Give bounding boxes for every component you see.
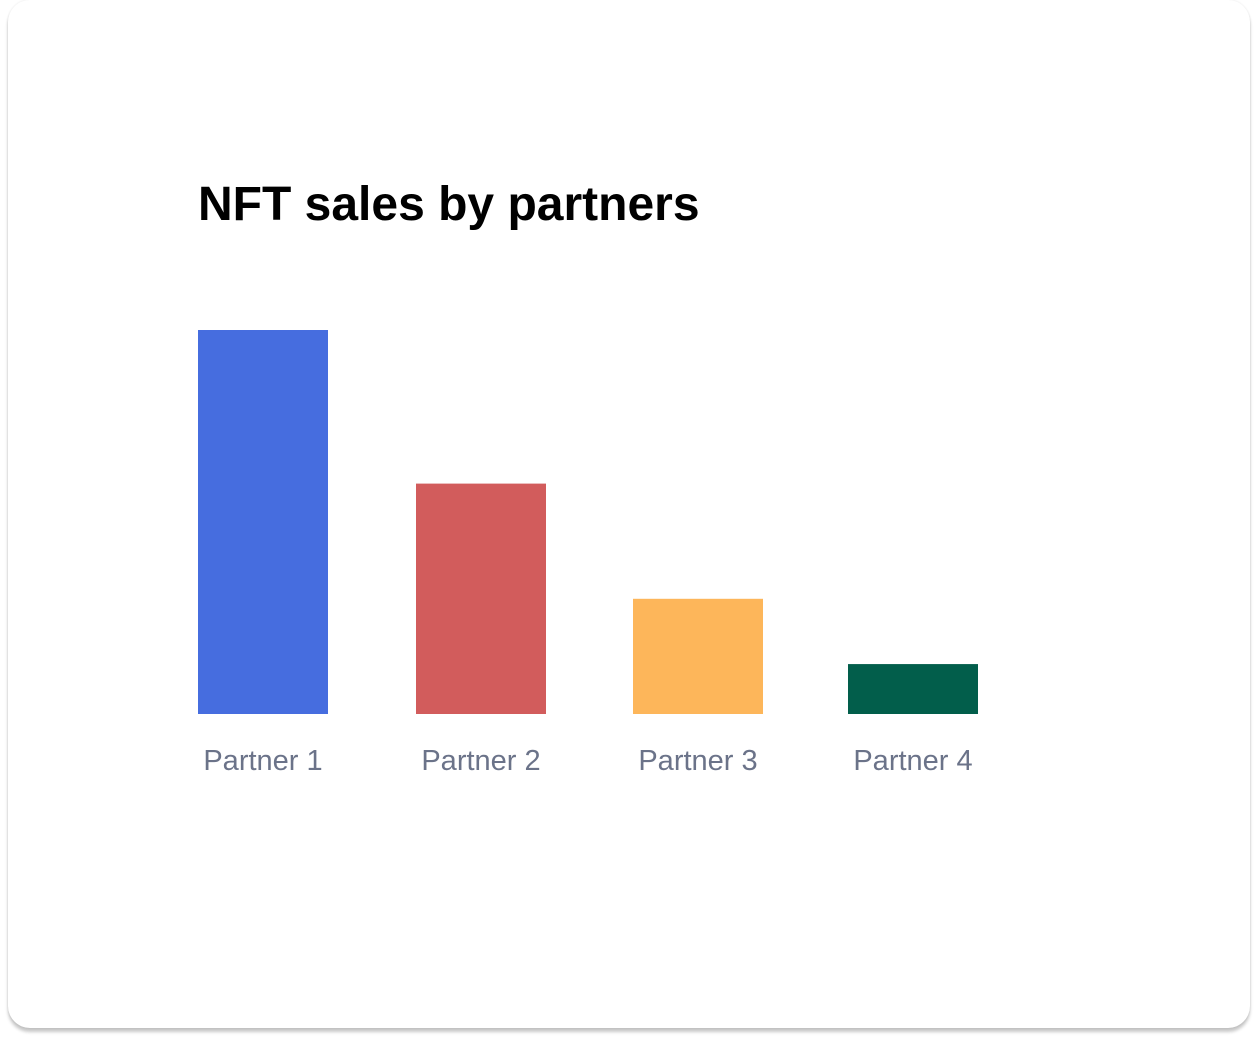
bar-3 — [633, 598, 763, 714]
x-tick-label-2: Partner 2 — [421, 745, 540, 777]
x-tick-label-4: Partner 4 — [853, 745, 972, 777]
x-tick-label-1: Partner 1 — [203, 745, 322, 777]
bar-2 — [416, 483, 546, 714]
bars-group — [198, 330, 978, 714]
bar-1 — [198, 330, 328, 714]
x-tick-labels: Partner 1 Partner 2 Partner 3 Partner 4 — [203, 745, 972, 777]
bar-4 — [848, 664, 978, 714]
x-tick-label-3: Partner 3 — [638, 745, 757, 777]
chart-title: NFT sales by partners — [198, 178, 700, 231]
